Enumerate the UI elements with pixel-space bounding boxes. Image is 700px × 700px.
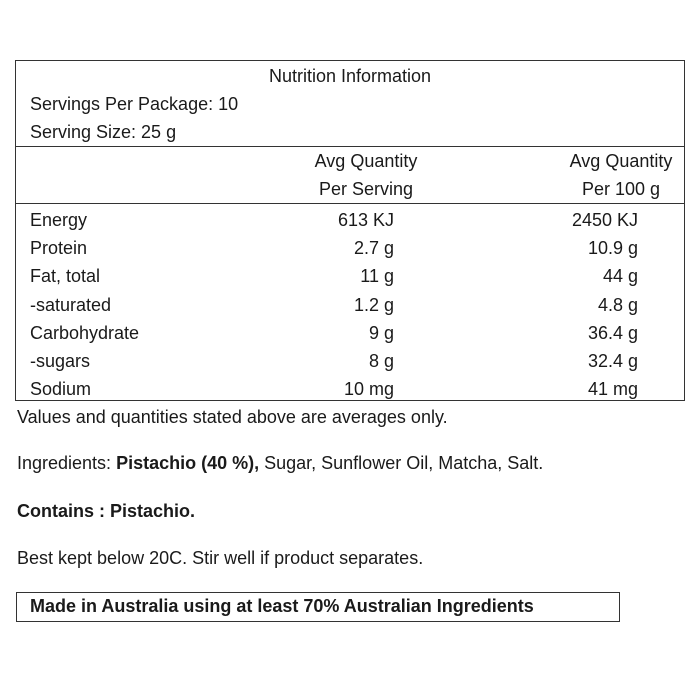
divider	[16, 146, 684, 147]
ingredients-rest: Sugar, Sunflower Oil, Matcha, Salt.	[259, 453, 544, 473]
per-100g-value: 44 g	[602, 266, 638, 287]
per-serving-value: 1.2 g	[353, 294, 394, 315]
per-100g-value: 10.9 g	[587, 238, 638, 259]
per-100g-value: 2450 KJ	[571, 210, 638, 230]
col-header-per-serving-1: Avg Quantity	[314, 151, 418, 171]
storage-note: Best kept below 20C. Stir well if produc…	[17, 548, 424, 568]
col-header-per-serving-2: Per Serving	[318, 179, 414, 199]
per-serving-value: 613 KJ	[337, 210, 394, 230]
per-100g-value: 32.4 g	[587, 351, 638, 371]
nutrient-name: -saturated	[30, 294, 112, 315]
nutrient-name: Energy	[30, 210, 88, 230]
per-serving-value: 2.7 g	[353, 238, 394, 259]
ingredients-label: Ingredients:	[17, 453, 117, 473]
nutrient-name: Fat, total	[30, 266, 101, 287]
nutrient-name: Protein	[30, 238, 88, 259]
servings-per-package: Servings Per Package: 10	[30, 94, 239, 114]
per-serving-value: 8 g	[368, 351, 394, 371]
divider	[16, 203, 684, 204]
col-header-per-100g-1: Avg Quantity	[569, 151, 673, 171]
per-100g-value: 41 mg	[587, 379, 638, 400]
ingredients: Ingredients: Pistachio (40 %), Sugar, Su…	[17, 452, 543, 474]
ingredients-bold: Pistachio (40 %),	[116, 453, 260, 473]
per-100g-value: 4.8 g	[597, 294, 638, 315]
averages-note: Values and quantities stated above are a…	[17, 407, 448, 427]
col-header-per-100g-2: Per 100 g	[581, 179, 661, 199]
per-serving-value: 10 mg	[343, 379, 394, 400]
nutrition-panel: Nutrition Information Servings Per Packa…	[15, 60, 685, 401]
made-in-australia-box: Made in Australia using at least 70% Aus…	[16, 592, 620, 622]
nutrient-name: -sugars	[30, 351, 91, 371]
serving-size: Serving Size: 25 g	[30, 122, 177, 142]
contains-allergen: Contains : Pistachio.	[17, 501, 196, 521]
nutrient-name: Carbohydrate	[30, 322, 140, 343]
per-100g-value: 36.4 g	[587, 322, 638, 343]
nutrient-name: Sodium	[30, 379, 92, 400]
per-serving-value: 11 g	[360, 266, 394, 287]
panel-title: Nutrition Information	[268, 66, 432, 86]
per-serving-value: 9 g	[368, 322, 394, 343]
